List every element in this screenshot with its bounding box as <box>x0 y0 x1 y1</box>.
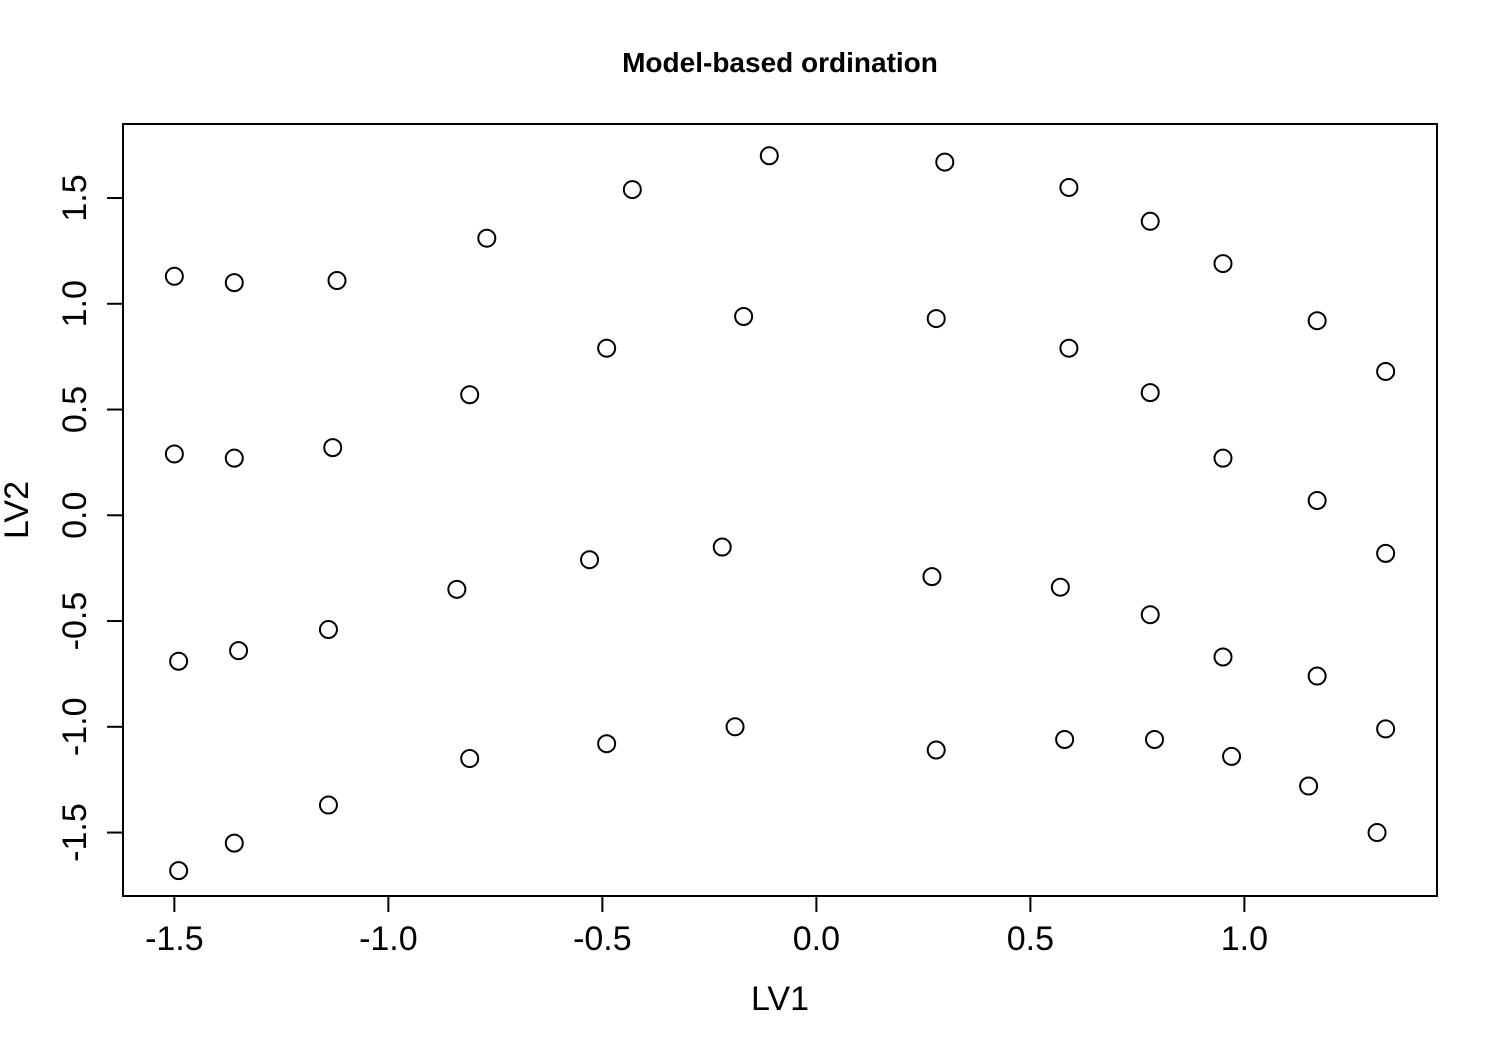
data-points <box>164 146 1396 881</box>
data-point <box>1222 746 1242 766</box>
data-point <box>1376 361 1396 381</box>
data-point <box>922 567 942 587</box>
data-point <box>318 795 338 815</box>
data-point <box>1376 719 1396 739</box>
plot-frame <box>122 123 1438 897</box>
data-point <box>622 180 642 200</box>
y-tick-label: -1.0 <box>56 697 94 756</box>
x-axis: -1.5 -1.0 -0.5 0.0 0.5 1.0 <box>145 895 1268 958</box>
data-point <box>1307 666 1327 686</box>
x-tick-label: -0.5 <box>573 920 632 958</box>
data-point <box>1140 211 1160 231</box>
data-point <box>759 146 779 166</box>
y-axis-label: LV2 <box>0 481 36 539</box>
data-point <box>460 385 480 405</box>
data-point <box>224 273 244 293</box>
data-point <box>1059 177 1079 197</box>
x-tick-label: -1.0 <box>359 920 418 958</box>
data-point <box>318 620 338 640</box>
data-point <box>1145 729 1165 749</box>
data-point <box>164 266 184 286</box>
data-point <box>1307 311 1327 331</box>
data-point <box>1367 823 1387 843</box>
y-tick-label: -0.5 <box>56 592 94 651</box>
y-tick-label: 1.0 <box>56 280 94 327</box>
data-point <box>169 651 189 671</box>
y-axis: -1.5 -1.0 -0.5 0.0 0.5 1.0 1.5 <box>56 174 124 862</box>
data-point <box>327 271 347 291</box>
x-tick-label: 0.5 <box>1007 920 1054 958</box>
chart-title: Model-based ordination <box>622 47 938 78</box>
data-point <box>229 641 249 661</box>
data-point <box>926 740 946 760</box>
data-point <box>1213 647 1233 667</box>
data-point <box>224 448 244 468</box>
data-point <box>1140 605 1160 625</box>
y-tick-label: -1.5 <box>56 803 94 862</box>
x-tick-label: 1.0 <box>1221 920 1268 958</box>
data-point <box>447 579 467 599</box>
data-point <box>1213 254 1233 274</box>
data-point <box>734 306 754 326</box>
data-point <box>597 734 617 754</box>
data-point <box>169 861 189 881</box>
x-axis-label: LV1 <box>751 980 809 1018</box>
data-point <box>164 444 184 464</box>
data-point <box>1059 338 1079 358</box>
data-point <box>597 338 617 358</box>
data-point <box>580 550 600 570</box>
x-tick-label: 0.0 <box>793 920 840 958</box>
data-point <box>725 717 745 737</box>
data-point <box>1299 776 1319 796</box>
data-point <box>1213 448 1233 468</box>
data-point <box>1376 543 1396 563</box>
y-tick-label: 0.0 <box>56 492 94 539</box>
x-tick-label: -1.5 <box>145 920 204 958</box>
data-point <box>1050 577 1070 597</box>
data-point <box>1140 383 1160 403</box>
data-point <box>935 152 955 172</box>
y-tick-label: 0.5 <box>56 386 94 433</box>
data-point <box>712 537 732 557</box>
data-point <box>477 228 497 248</box>
data-point <box>323 438 343 458</box>
data-point <box>1055 729 1075 749</box>
data-point <box>224 833 244 853</box>
data-point <box>460 749 480 769</box>
data-point <box>926 309 946 329</box>
data-point <box>1307 490 1327 510</box>
y-tick-label: 1.5 <box>56 174 94 221</box>
